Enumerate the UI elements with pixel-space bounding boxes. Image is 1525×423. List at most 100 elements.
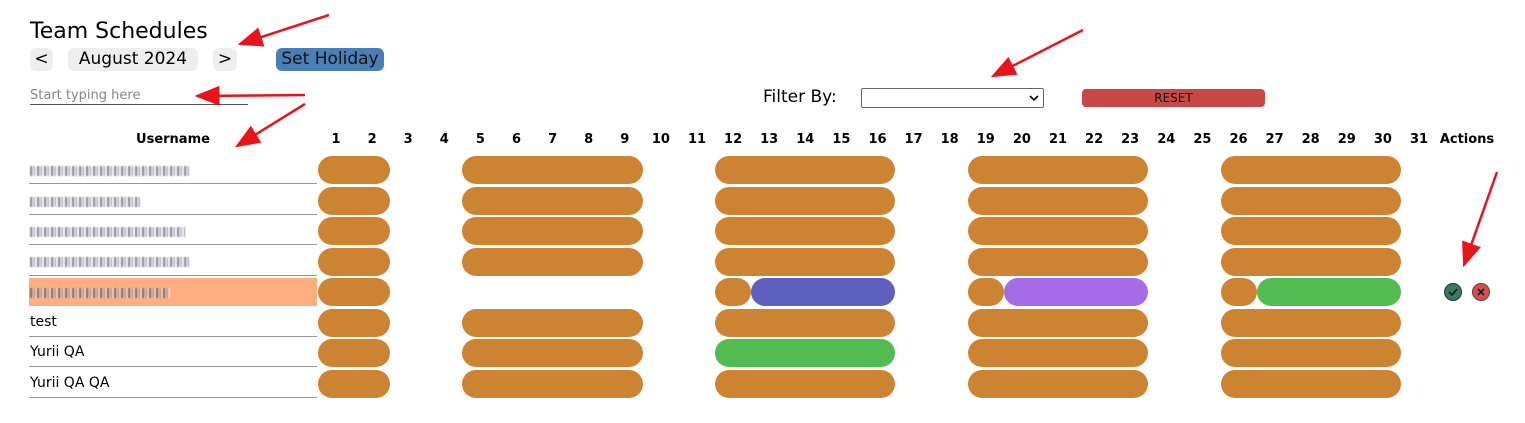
day-header: 10 xyxy=(651,132,670,147)
row-underline xyxy=(29,396,317,398)
day-header: 31 xyxy=(1409,132,1429,147)
set-holiday-button[interactable]: Set Holiday xyxy=(276,48,384,71)
day-header: 30 xyxy=(1373,132,1392,147)
actions-header: Actions xyxy=(1439,132,1495,147)
schedule-bar xyxy=(715,278,752,306)
schedule-bar xyxy=(1220,369,1401,398)
row-underline xyxy=(29,183,317,184)
schedule-bar xyxy=(967,247,1149,276)
day-header: 13 xyxy=(760,132,779,147)
day-header: 5 xyxy=(475,132,485,147)
day-header: 24 xyxy=(1157,132,1176,147)
schedule-bar xyxy=(715,369,896,398)
day-header: 3 xyxy=(403,132,413,147)
schedule-bar xyxy=(318,247,391,276)
day-header: 11 xyxy=(687,132,707,147)
day-header: 1 xyxy=(331,132,341,147)
schedule-bar xyxy=(967,186,1149,215)
row-underline xyxy=(29,274,317,276)
schedule-bar xyxy=(318,217,391,245)
row-underline xyxy=(29,335,317,337)
schedule-bar xyxy=(462,217,643,245)
redacted-name xyxy=(30,166,190,176)
day-header: 23 xyxy=(1121,132,1140,147)
redacted-name xyxy=(30,227,185,237)
day-header: 2 xyxy=(367,132,377,147)
day-header: 4 xyxy=(439,132,449,147)
schedule-bar xyxy=(318,308,391,337)
schedule-bar xyxy=(1220,278,1257,306)
day-header: 27 xyxy=(1265,132,1284,147)
current-month: August 2024 xyxy=(68,48,198,71)
title: Team Schedules xyxy=(30,19,208,44)
prev-month[interactable]: < xyxy=(30,48,53,71)
schedule-bar xyxy=(715,247,896,276)
day-header: 21 xyxy=(1048,132,1068,147)
row-underline xyxy=(29,366,317,367)
day-header: 18 xyxy=(940,132,959,147)
approve-button[interactable] xyxy=(1444,283,1462,301)
day-header: 22 xyxy=(1085,132,1104,147)
schedule-bar xyxy=(967,369,1149,398)
redacted-name xyxy=(30,257,190,267)
day-header: 15 xyxy=(832,132,851,147)
schedule-bar xyxy=(967,278,1004,306)
day-header: 19 xyxy=(976,132,995,147)
schedule-bar xyxy=(462,186,643,215)
username: Yurii QA xyxy=(30,344,85,360)
schedule-bar xyxy=(462,308,643,337)
schedule-bar xyxy=(462,247,643,276)
schedule-bar xyxy=(318,186,391,215)
schedule-bar xyxy=(715,186,896,215)
schedule-bar xyxy=(1220,247,1401,276)
schedule-bar xyxy=(715,308,896,337)
redacted-name xyxy=(30,197,140,207)
schedule-bar xyxy=(715,217,896,245)
schedule-bar xyxy=(1256,278,1401,306)
schedule-bar xyxy=(1220,156,1401,184)
dropdown-arrow xyxy=(1029,95,1039,102)
day-header: 16 xyxy=(868,132,887,147)
schedule-bar xyxy=(462,156,643,184)
day-header: 28 xyxy=(1301,132,1320,147)
schedule-bar xyxy=(967,339,1149,367)
username: Yurii QA QA xyxy=(30,374,110,391)
schedule-bar xyxy=(751,278,896,306)
username-header: Username xyxy=(136,132,210,147)
day-header: 8 xyxy=(584,132,594,147)
schedule-bar xyxy=(715,339,896,367)
reset-button[interactable]: RESET xyxy=(1082,89,1265,107)
username: test xyxy=(30,313,57,330)
row-underline xyxy=(29,213,317,215)
schedule-bar xyxy=(1220,339,1401,367)
day-header: 29 xyxy=(1337,132,1356,147)
search-input[interactable]: Start typing here xyxy=(30,88,248,105)
schedule-bar xyxy=(318,156,391,184)
redacted-name xyxy=(30,288,170,298)
day-header: 14 xyxy=(796,132,815,147)
schedule-bar xyxy=(715,156,896,184)
next-month[interactable]: > xyxy=(213,48,237,71)
day-header: 17 xyxy=(904,132,923,147)
day-header: 20 xyxy=(1012,132,1031,147)
filter-select[interactable] xyxy=(861,88,1044,108)
day-header: 6 xyxy=(511,132,522,147)
schedule-bar xyxy=(967,217,1149,245)
day-header: 7 xyxy=(548,132,558,147)
day-header: 12 xyxy=(724,132,743,147)
schedule-bar xyxy=(318,278,391,306)
schedule-bar xyxy=(318,339,391,367)
schedule-bar xyxy=(462,369,643,398)
schedule-bar xyxy=(318,369,391,398)
schedule-bar xyxy=(967,156,1149,184)
day-header: 25 xyxy=(1193,132,1212,147)
schedule-bar xyxy=(1003,278,1149,306)
schedule-bar xyxy=(462,339,643,367)
schedule-bar xyxy=(1220,186,1401,215)
day-header: 26 xyxy=(1229,132,1248,147)
day-header: 9 xyxy=(620,132,630,147)
schedule-bar xyxy=(967,308,1149,337)
schedule-bar xyxy=(1220,308,1401,337)
row-underline xyxy=(29,244,317,245)
